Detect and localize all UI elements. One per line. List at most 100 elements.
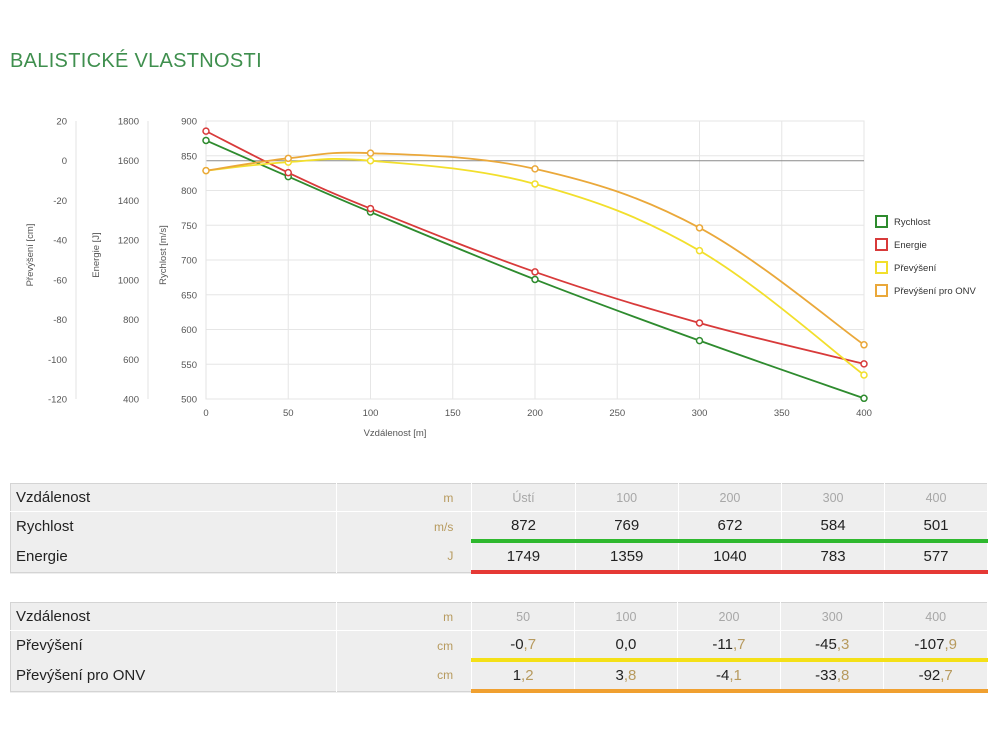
row-unit: cm <box>336 660 473 691</box>
dec-part: ,1 <box>729 667 742 684</box>
y-tick-label: -60 <box>53 275 67 286</box>
dec-part: ,0 <box>623 636 637 653</box>
row-unit: J <box>336 541 473 572</box>
y-tick-label: -40 <box>53 236 67 247</box>
data-point <box>531 275 539 284</box>
data-point <box>531 165 539 173</box>
table-row: Převýšení pro ONV cm 1,2 3,8 -4,1 -33,8 … <box>10 660 988 693</box>
data-point <box>284 168 292 177</box>
y-tick-label: 0 <box>62 156 67 167</box>
row-unit: cm <box>336 630 473 660</box>
row-label: Převýšení <box>10 630 338 660</box>
legend-label: Energie <box>894 240 927 251</box>
int-part: -11 <box>712 636 733 653</box>
row-label: Energie <box>10 541 338 572</box>
y-tick-label: 750 <box>181 221 197 232</box>
cell: 200 <box>677 602 782 631</box>
cell: -45,3 <box>780 630 885 662</box>
cell: -11,7 <box>677 630 782 662</box>
dec-part: ,8 <box>623 667 637 684</box>
table-row: Vzdálenost m Ústí 100 200 300 400 <box>10 483 988 512</box>
cell: Ústí <box>471 483 576 512</box>
legend-swatch <box>875 238 888 251</box>
int-part: 1 <box>512 667 522 684</box>
cell: -92,7 <box>883 660 988 693</box>
legend-swatch <box>875 261 888 274</box>
cell: 584 <box>781 511 886 543</box>
cell: 1359 <box>575 541 679 574</box>
cell: 100 <box>574 602 678 631</box>
cell: 300 <box>781 483 886 512</box>
cell: 501 <box>884 511 988 543</box>
y-tick-label: 550 <box>181 360 197 371</box>
data-point <box>202 127 210 135</box>
y-axis-title: Rychlost [m/s] <box>158 225 169 285</box>
cell: 1040 <box>678 541 783 574</box>
cell: 0,0 <box>574 630 678 662</box>
legend-swatch <box>875 215 888 228</box>
table-row: Energie J 1749 1359 1040 783 577 <box>10 541 988 574</box>
cell: 50 <box>471 602 576 631</box>
cell: 100 <box>575 483 679 512</box>
legend-swatch <box>875 284 888 297</box>
int-part: -45 <box>815 636 837 653</box>
y-tick-label: 900 <box>181 117 197 128</box>
page-title: BALISTICKÉ VLASTNOSTI <box>10 50 262 72</box>
data-point <box>695 319 704 327</box>
y-tick-label: -20 <box>53 196 67 207</box>
cell: 672 <box>678 511 783 543</box>
chart-legend: Rychlost Energie Převýšení Převýšení pro ON… <box>875 215 976 297</box>
cell: 400 <box>884 483 988 512</box>
y-tick-label: 650 <box>181 290 197 301</box>
data-point <box>366 204 375 213</box>
x-tick-label: 100 <box>363 408 379 419</box>
y-tick-label: 600 <box>181 325 197 336</box>
table-row: Převýšení cm -0,7 0,0 -11,7 -45,3 -107,9 <box>10 630 988 662</box>
y-tick-label: -100 <box>48 355 67 366</box>
chart-series <box>202 127 868 403</box>
data-point <box>695 224 704 232</box>
y-tick-label: 20 <box>56 117 67 128</box>
data-point <box>695 336 704 345</box>
data-point <box>695 246 704 255</box>
drop-table: Vzdálenost m 50 100 200 300 400 Převýšen… <box>10 602 988 693</box>
cell: 1749 <box>471 541 576 574</box>
cell: 872 <box>471 511 576 543</box>
dec-part: ,7 <box>733 636 746 653</box>
int-part: -92 <box>918 667 941 684</box>
cell: 200 <box>678 483 783 512</box>
dec-part: ,3 <box>836 636 850 653</box>
data-point <box>860 394 868 403</box>
y-tick-label: 1000 <box>118 275 139 286</box>
int-part: -33 <box>815 667 837 684</box>
data-point <box>860 341 868 349</box>
y-tick-label: -80 <box>53 315 67 326</box>
y-tick-label: 700 <box>181 256 197 267</box>
legend-label: Převýšení pro ONV <box>894 286 976 297</box>
x-tick-label: 0 <box>203 408 208 419</box>
x-tick-label: 400 <box>856 408 872 419</box>
row-label: Vzdálenost <box>10 483 338 512</box>
y-tick-label: 600 <box>123 355 139 366</box>
table-row: Vzdálenost m 50 100 200 300 400 <box>10 602 988 631</box>
row-unit: m <box>336 483 473 512</box>
table-row: Rychlost m/s 872 769 672 584 501 <box>10 511 988 543</box>
row-unit: m <box>336 602 473 631</box>
x-axis-title: Vzdálenost [m] <box>364 428 427 439</box>
int-part: -4 <box>716 667 730 684</box>
x-tick-label: 350 <box>774 408 790 419</box>
row-label: Převýšení pro ONV <box>10 660 338 691</box>
data-point <box>531 180 539 188</box>
y-tick-label: 1800 <box>118 117 139 128</box>
y-tick-label: 400 <box>123 395 139 406</box>
cell: 1,2 <box>471 660 576 693</box>
int-part: 3 <box>615 667 624 684</box>
y-axis-title: Převýšení [cm] <box>25 224 36 287</box>
x-tick-label: 250 <box>609 408 625 419</box>
y-tick-label: 1600 <box>118 156 139 167</box>
row-label: Vzdálenost <box>10 602 338 631</box>
chart-grid <box>205 120 865 400</box>
dec-part: ,7 <box>940 667 953 684</box>
